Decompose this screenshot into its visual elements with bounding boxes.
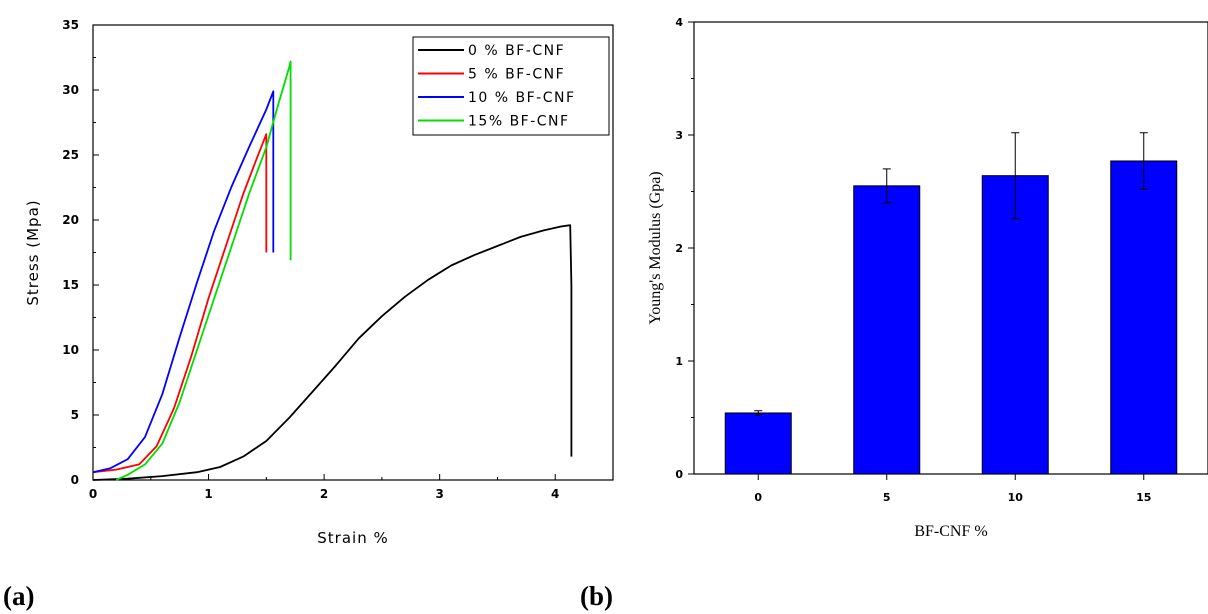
y-tick-label: 3 [675,129,683,142]
y-tick-label: 30 [62,83,79,97]
legend-label-15-bf-cnf: 15% BF-CNF [468,114,570,130]
stress-strain-chart: 0 1 2 3 4 0 5 10 15 20 25 30 35 Strain % Stress (Mpa) 0… [24,18,614,547]
y-tick-label: 25 [62,148,79,162]
legend-box [412,36,610,136]
youngs-modulus-chart: 0 1 2 3 4 0 5 10 15 BF-CNF % Young's Modulus (Gpa) [647,16,1208,540]
legend: 0 % BF-CNF 5 % BF-CNF 10 % BF-CNF 15% BF-CN… [412,36,610,136]
y-tick-label: 10 [62,343,79,357]
legend-label-0-bf-cnf: 0 % BF-CNF [468,43,565,59]
x-tick-label: 0 [89,487,97,501]
bar-10 [981,175,1049,475]
x-tick-label: 15 [1136,491,1151,504]
x-tick-label: 2 [320,487,328,501]
x-tick-label: 1 [204,487,212,501]
bar-15 [1110,160,1178,475]
x-tick-label: 3 [435,487,443,501]
y-tick-label: 35 [62,18,79,32]
series-line-5-bf-cnf [92,133,268,474]
y-axis-label: Young's Modulus (Gpa) [647,171,664,324]
y-tick-label: 2 [675,242,683,255]
y-tick-label: 5 [71,408,79,422]
series-line-10-bf-cnf [92,90,275,474]
y-tick-label: 4 [675,16,683,29]
panel-label-b: (b) [580,581,613,611]
y-tick-label: 20 [62,213,79,227]
y-tick-label: 1 [675,355,683,368]
series-line-15-bf-cnf [115,60,292,481]
y-axis-label: Stress (Mpa) [24,199,42,305]
bar-0 [724,412,792,475]
x-axis-label: BF-CNF % [914,523,987,540]
y-tick-label: 0 [675,468,683,481]
series-line-0-bf-cnf [92,224,573,481]
x-axis-label: Strain % [317,529,388,547]
y-tick-label: 15 [62,278,79,292]
legend-label-10-bf-cnf: 10 % BF-CNF [468,90,576,106]
bar-5 [853,185,921,475]
x-tick-label: 10 [1008,491,1024,504]
x-tick-label: 0 [754,491,762,504]
panel-label-a: (a) [3,581,35,611]
x-tick-label: 4 [551,487,559,501]
legend-label-5-bf-cnf: 5 % BF-CNF [468,67,565,83]
x-tick-label: 5 [883,491,891,504]
y-tick-label: 0 [71,473,79,487]
